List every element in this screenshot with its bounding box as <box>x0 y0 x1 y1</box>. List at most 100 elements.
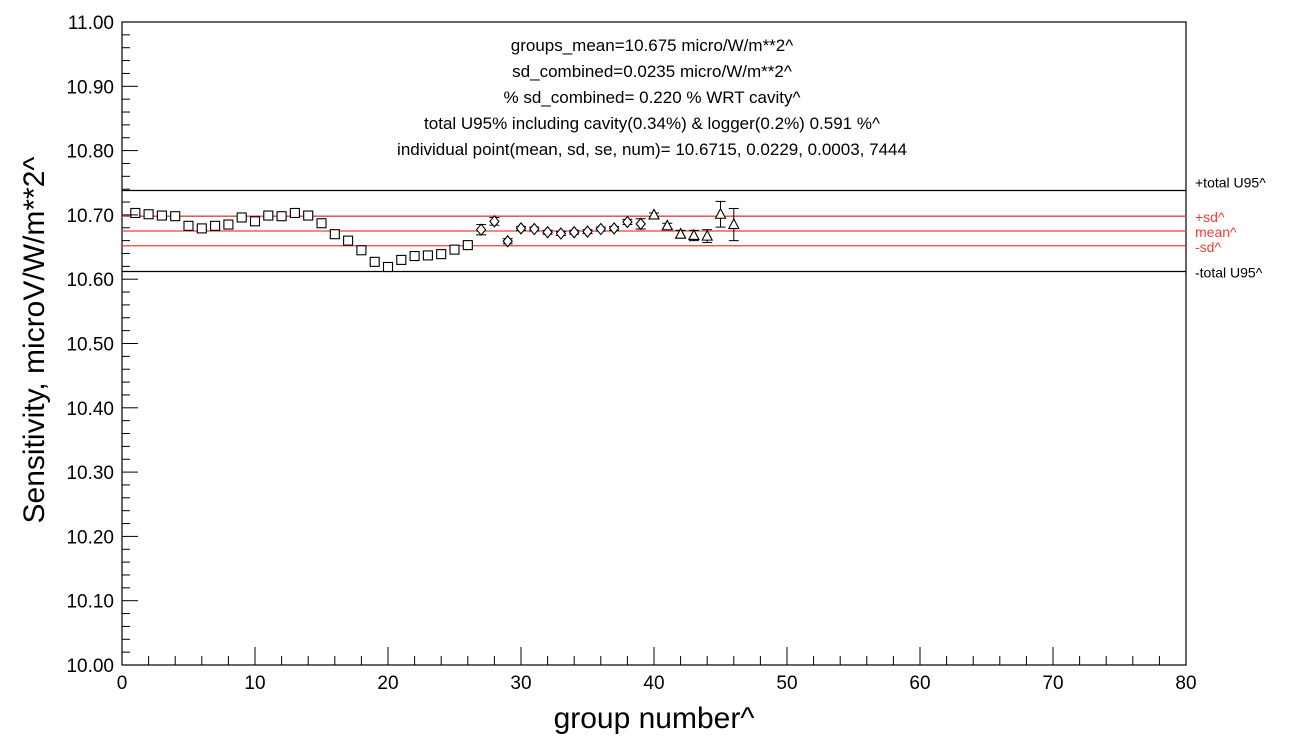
data-point <box>515 222 527 235</box>
square-marker <box>156 210 167 221</box>
square-marker <box>263 210 274 221</box>
x-tick-label: 0 <box>117 673 128 694</box>
data-point <box>436 249 447 260</box>
diamond-marker <box>595 222 607 236</box>
annotation-line-3: % sd_combined= 0.220 % WRT cavity^ <box>504 88 801 107</box>
square-marker <box>316 218 327 229</box>
data-point <box>343 235 354 246</box>
triangle-marker <box>727 217 740 230</box>
y-tick-label: 10.70 <box>66 206 114 227</box>
square-marker <box>369 256 380 267</box>
annotation-line-5: individual point(mean, sd, se, num)= 10.… <box>397 140 907 159</box>
data-point <box>276 211 287 222</box>
data-point <box>449 244 460 255</box>
triangle-marker <box>714 207 727 219</box>
square-marker <box>343 235 354 246</box>
triangle-marker <box>674 227 687 239</box>
reference-line-label: -total U95^ <box>1195 264 1263 280</box>
annotation-line-2: sd_combined=0.0235 micro/W/m**2^ <box>512 62 792 81</box>
data-series <box>130 200 740 273</box>
data-point <box>143 209 154 220</box>
triangle-marker <box>701 229 714 241</box>
data-point <box>170 211 181 222</box>
reference-line-label: -sd^ <box>1195 239 1221 255</box>
data-point <box>608 222 620 235</box>
y-axis-label: Sensitivity, microV/W/m**2^ <box>18 157 51 524</box>
data-point <box>489 214 500 228</box>
data-point <box>529 222 540 236</box>
diamond-marker <box>568 225 580 239</box>
data-point <box>714 200 727 228</box>
data-point <box>289 207 300 219</box>
reference-line-label: +sd^ <box>1195 209 1225 225</box>
square-marker <box>236 212 247 223</box>
reference-line-label: mean^ <box>1195 224 1237 240</box>
reference-lines: +total U95^ +sd^mean^-sd^ -total U95^ <box>122 174 1266 280</box>
diamond-marker <box>489 214 500 228</box>
square-marker <box>143 209 154 220</box>
y-tick-label: 10.50 <box>66 335 114 356</box>
diamond-marker <box>582 225 593 238</box>
square-marker <box>329 229 340 240</box>
x-tick-label: 30 <box>510 673 531 694</box>
y-tick-label: 10.10 <box>66 592 114 613</box>
square-marker <box>170 211 181 222</box>
triangle-marker <box>687 228 700 241</box>
square-marker <box>196 223 207 234</box>
data-point <box>687 228 700 242</box>
data-point <box>263 210 274 221</box>
diamond-marker <box>475 223 487 237</box>
diamond-marker <box>515 222 527 235</box>
diamond-marker <box>529 222 540 236</box>
annotation-line-1: groups_mean=10.675 micro/W/m**2^ <box>511 36 793 55</box>
data-point <box>701 229 714 244</box>
diamond-marker <box>542 225 553 239</box>
square-marker <box>276 211 287 222</box>
data-point <box>542 225 553 239</box>
data-point <box>210 220 221 231</box>
data-point <box>462 240 473 251</box>
diamond-marker <box>622 215 633 229</box>
data-point <box>502 234 513 248</box>
square-marker <box>382 261 394 273</box>
data-point <box>382 261 394 273</box>
square-marker <box>436 249 447 260</box>
square-marker <box>130 207 141 219</box>
y-tick-label: 10.00 <box>66 656 114 677</box>
data-point <box>156 210 167 221</box>
y-tick-label: 10.40 <box>66 399 114 420</box>
square-marker <box>462 240 473 251</box>
x-tick-label: 40 <box>643 673 664 694</box>
data-point <box>661 219 674 231</box>
square-marker <box>422 250 433 261</box>
data-point <box>329 229 340 240</box>
diamond-marker <box>608 222 620 235</box>
data-point <box>475 223 487 237</box>
y-tick-label: 11.00 <box>68 13 114 34</box>
square-marker <box>183 220 194 231</box>
data-point <box>396 254 407 265</box>
x-tick-label: 60 <box>909 673 930 694</box>
triangle-marker <box>648 208 660 220</box>
y-tick-label: 10.60 <box>66 270 114 291</box>
data-point <box>130 207 141 219</box>
data-point <box>223 219 234 230</box>
square-marker <box>396 254 407 265</box>
x-tick-label: 20 <box>377 673 398 694</box>
data-point <box>648 208 660 220</box>
diamond-marker <box>555 227 567 240</box>
data-point <box>369 256 380 267</box>
square-marker <box>449 244 460 255</box>
data-point <box>183 220 194 231</box>
data-point <box>595 222 607 236</box>
x-axis-label: group number^ <box>554 702 755 735</box>
square-marker <box>303 210 314 221</box>
data-point <box>635 217 646 231</box>
annotation-line-4: total U95% including cavity(0.34%) & log… <box>424 114 880 133</box>
y-tick-label: 10.90 <box>66 77 114 98</box>
y-tick-label: 10.30 <box>66 463 114 484</box>
data-point <box>356 245 367 256</box>
x-tick-label: 50 <box>776 673 797 694</box>
data-point <box>422 250 433 261</box>
